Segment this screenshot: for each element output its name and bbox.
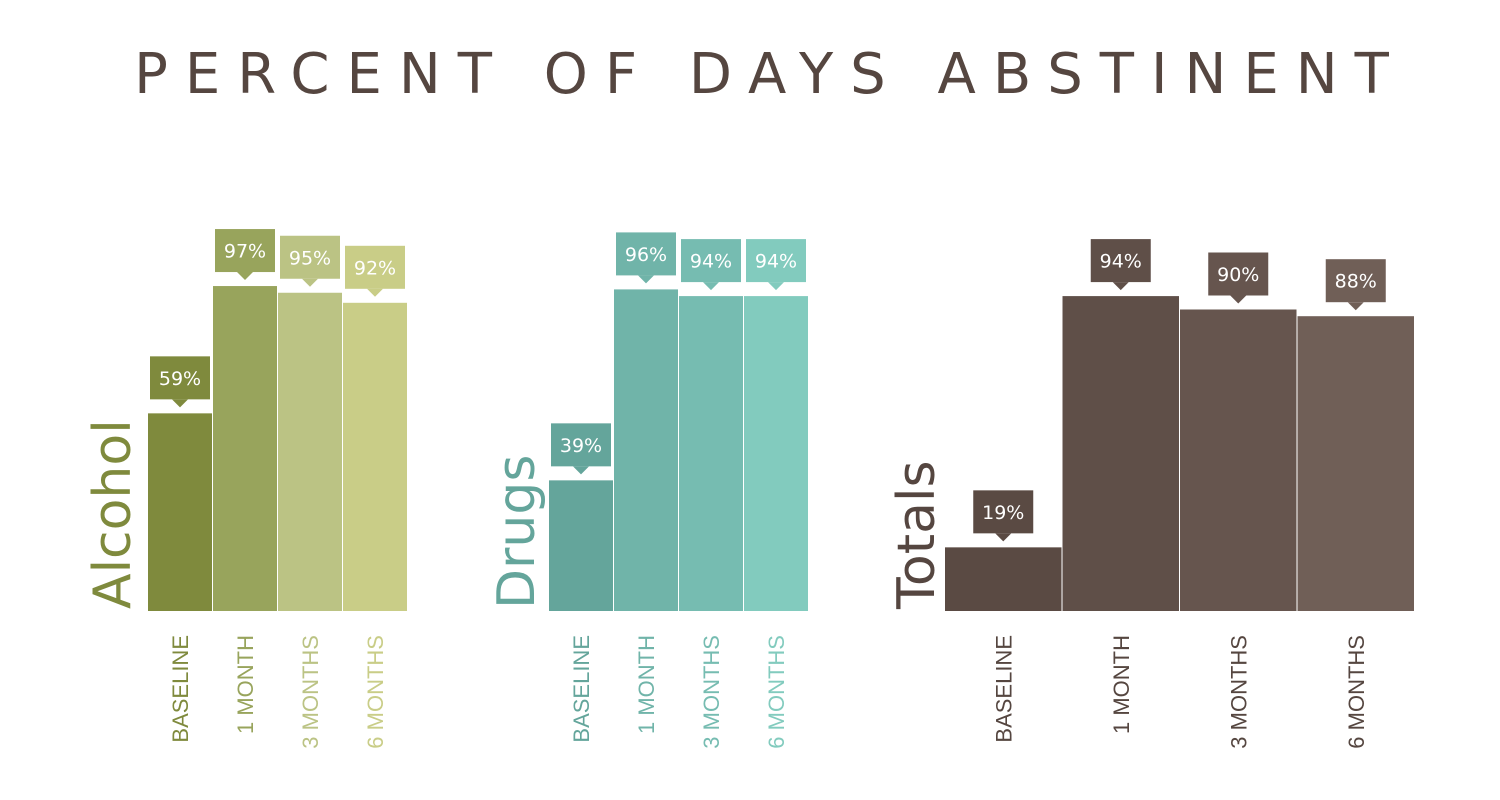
data-label-totals-3-months: 90% [1217, 264, 1259, 286]
panel-alcohol: 59% BASELINE 97% 1 MONTH 95% 3 MONTHS 92% 6 MON… [83, 229, 407, 749]
bar-alcohol-baseline [148, 413, 212, 611]
category-label-drugs-6-months: 6 MONTHS [764, 635, 789, 749]
category-label-totals-1-month: 1 MONTH [1109, 635, 1134, 734]
data-label-totals-6-months: 88% [1335, 271, 1377, 293]
value-callout-drugs-3-months: 94% [681, 239, 741, 291]
value-callout-totals-3-months: 90% [1208, 252, 1269, 304]
bar-drugs-3-months [679, 296, 743, 611]
category-label-drugs-1-month: 1 MONTH [634, 635, 659, 734]
panel-totals: 19% BASELINE 94% 1 MONTH 90% 3 MONTHS 88% 6 MON… [887, 239, 1414, 749]
data-label-drugs-1-month: 96% [625, 244, 667, 266]
panel-label-drugs: Drugs [487, 455, 547, 609]
panel-label-alcohol: Alcohol [83, 419, 143, 609]
bar-drugs-1-month [614, 289, 678, 611]
bar-totals-3-months [1180, 309, 1297, 611]
panel-label-totals: Totals [887, 460, 947, 610]
data-label-drugs-baseline: 39% [560, 435, 602, 457]
data-label-drugs-6-months: 94% [755, 251, 797, 273]
bar-totals-6-months [1297, 316, 1414, 611]
category-label-totals-baseline: BASELINE [991, 635, 1016, 743]
category-label-alcohol-6-months: 6 MONTHS [363, 635, 388, 749]
value-callout-alcohol-baseline: 59% [150, 356, 210, 408]
value-callout-totals-baseline: 19% [973, 490, 1034, 542]
data-label-alcohol-baseline: 59% [159, 368, 201, 390]
panel-drugs: 39% BASELINE 96% 1 MONTH 94% 3 MONTHS 94% 6 MON… [487, 232, 808, 749]
value-callout-totals-6-months: 88% [1325, 259, 1386, 311]
data-label-totals-baseline: 19% [982, 502, 1024, 524]
value-callout-alcohol-6-months: 92% [345, 245, 405, 297]
category-label-alcohol-baseline: BASELINE [168, 635, 193, 743]
bar-alcohol-1-month [213, 286, 277, 611]
data-label-totals-1-month: 94% [1100, 251, 1142, 273]
data-label-alcohol-6-months: 92% [354, 257, 396, 279]
category-label-totals-3-months: 3 MONTHS [1226, 635, 1251, 749]
value-callout-drugs-1-month: 96% [616, 232, 676, 284]
bar-totals-baseline [945, 547, 1062, 611]
category-label-drugs-baseline: BASELINE [569, 635, 594, 743]
value-callout-alcohol-3-months: 95% [280, 235, 340, 287]
chart-title: PERCENT OF DAYS ABSTINENT [134, 42, 1406, 107]
value-callout-alcohol-1-month: 97% [215, 229, 275, 281]
data-label-alcohol-3-months: 95% [289, 247, 331, 269]
bar-drugs-baseline [549, 480, 613, 611]
category-label-drugs-3-months: 3 MONTHS [699, 635, 724, 749]
bar-alcohol-3-months [278, 292, 342, 611]
data-label-alcohol-1-month: 97% [224, 241, 266, 263]
data-label-drugs-3-months: 94% [690, 251, 732, 273]
value-callout-drugs-6-months: 94% [746, 239, 806, 291]
value-callout-drugs-baseline: 39% [551, 423, 611, 475]
bar-drugs-6-months [744, 296, 808, 611]
category-label-alcohol-3-months: 3 MONTHS [298, 635, 323, 749]
bar-totals-1-month [1062, 296, 1179, 611]
bar-alcohol-6-months [343, 302, 407, 611]
value-callout-totals-1-month: 94% [1090, 239, 1151, 291]
category-label-alcohol-1-month: 1 MONTH [233, 635, 258, 734]
category-label-totals-6-months: 6 MONTHS [1344, 635, 1369, 749]
